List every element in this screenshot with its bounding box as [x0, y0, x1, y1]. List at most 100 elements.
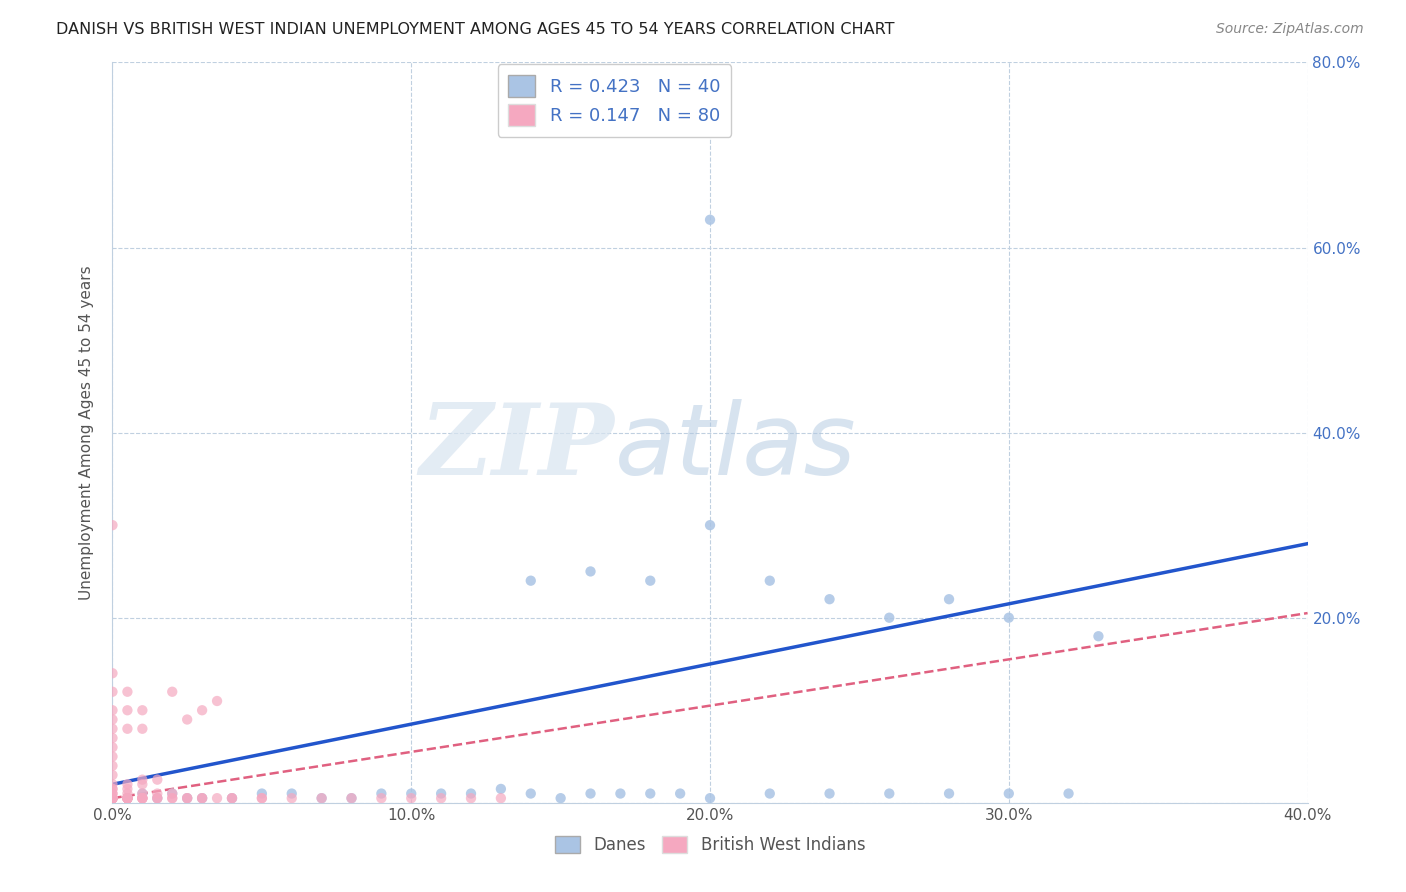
Point	[131, 772, 153, 787]
Point	[101, 722, 124, 736]
Point	[401, 791, 423, 805]
Point	[699, 791, 721, 805]
Point	[146, 791, 169, 805]
Point	[146, 772, 169, 787]
Point	[101, 777, 124, 791]
Point	[101, 685, 124, 699]
Point	[311, 791, 333, 805]
Point	[101, 791, 124, 805]
Point	[101, 791, 124, 805]
Point	[131, 787, 153, 801]
Point	[117, 791, 139, 805]
Point	[176, 791, 198, 805]
Point	[101, 768, 124, 782]
Point	[205, 694, 228, 708]
Point	[460, 787, 482, 801]
Point	[879, 610, 901, 624]
Text: ZIP: ZIP	[419, 400, 614, 496]
Point	[101, 518, 124, 533]
Point	[131, 791, 153, 805]
Point	[162, 791, 183, 805]
Point	[176, 791, 198, 805]
Point	[146, 791, 169, 805]
Point	[101, 787, 124, 801]
Point	[191, 791, 214, 805]
Point	[1057, 787, 1080, 801]
Point	[430, 787, 453, 801]
Point	[117, 791, 139, 805]
Point	[221, 791, 243, 805]
Point	[162, 791, 183, 805]
Point	[818, 592, 841, 607]
Point	[101, 666, 124, 681]
Point	[640, 787, 662, 801]
Point	[520, 574, 543, 588]
Point	[101, 781, 124, 796]
Point	[117, 703, 139, 717]
Point	[117, 722, 139, 736]
Point	[221, 791, 243, 805]
Point	[101, 703, 124, 717]
Point	[117, 781, 139, 796]
Point	[117, 787, 139, 801]
Point	[101, 713, 124, 727]
Point	[489, 791, 512, 805]
Point	[146, 787, 169, 801]
Point	[191, 703, 214, 717]
Point	[176, 713, 198, 727]
Point	[250, 791, 273, 805]
Point	[146, 791, 169, 805]
Point	[131, 722, 153, 736]
Point	[117, 791, 139, 805]
Point	[101, 791, 124, 805]
Point	[520, 787, 543, 801]
Text: DANISH VS BRITISH WEST INDIAN UNEMPLOYMENT AMONG AGES 45 TO 54 YEARS CORRELATION: DANISH VS BRITISH WEST INDIAN UNEMPLOYME…	[56, 22, 894, 37]
Point	[131, 791, 153, 805]
Point	[131, 791, 153, 805]
Point	[579, 787, 602, 801]
Point	[191, 791, 214, 805]
Point	[191, 791, 214, 805]
Point	[250, 787, 273, 801]
Point	[101, 791, 124, 805]
Point	[162, 787, 183, 801]
Point	[117, 791, 139, 805]
Point	[281, 787, 304, 801]
Point	[460, 791, 482, 805]
Y-axis label: Unemployment Among Ages 45 to 54 years: Unemployment Among Ages 45 to 54 years	[79, 265, 94, 600]
Point	[162, 787, 183, 801]
Point	[101, 791, 124, 805]
Point	[205, 791, 228, 805]
Point	[550, 791, 572, 805]
Point	[818, 787, 841, 801]
Point	[250, 791, 273, 805]
Point	[101, 791, 124, 805]
Point	[340, 791, 363, 805]
Point	[609, 787, 631, 801]
Point	[938, 787, 960, 801]
Point	[370, 791, 392, 805]
Point	[221, 791, 243, 805]
Point	[117, 791, 139, 805]
Point	[759, 574, 782, 588]
Point	[640, 574, 662, 588]
Point	[998, 787, 1021, 801]
Point	[938, 592, 960, 607]
Point	[131, 791, 153, 805]
Point	[101, 731, 124, 745]
Point	[131, 703, 153, 717]
Point	[879, 787, 901, 801]
Point	[101, 781, 124, 796]
Point	[101, 758, 124, 772]
Point	[759, 787, 782, 801]
Point	[101, 791, 124, 805]
Point	[699, 212, 721, 227]
Point	[370, 787, 392, 801]
Point	[117, 791, 139, 805]
Point	[579, 565, 602, 579]
Point	[117, 777, 139, 791]
Point	[101, 740, 124, 755]
Point	[281, 791, 304, 805]
Point	[117, 791, 139, 805]
Point	[117, 791, 139, 805]
